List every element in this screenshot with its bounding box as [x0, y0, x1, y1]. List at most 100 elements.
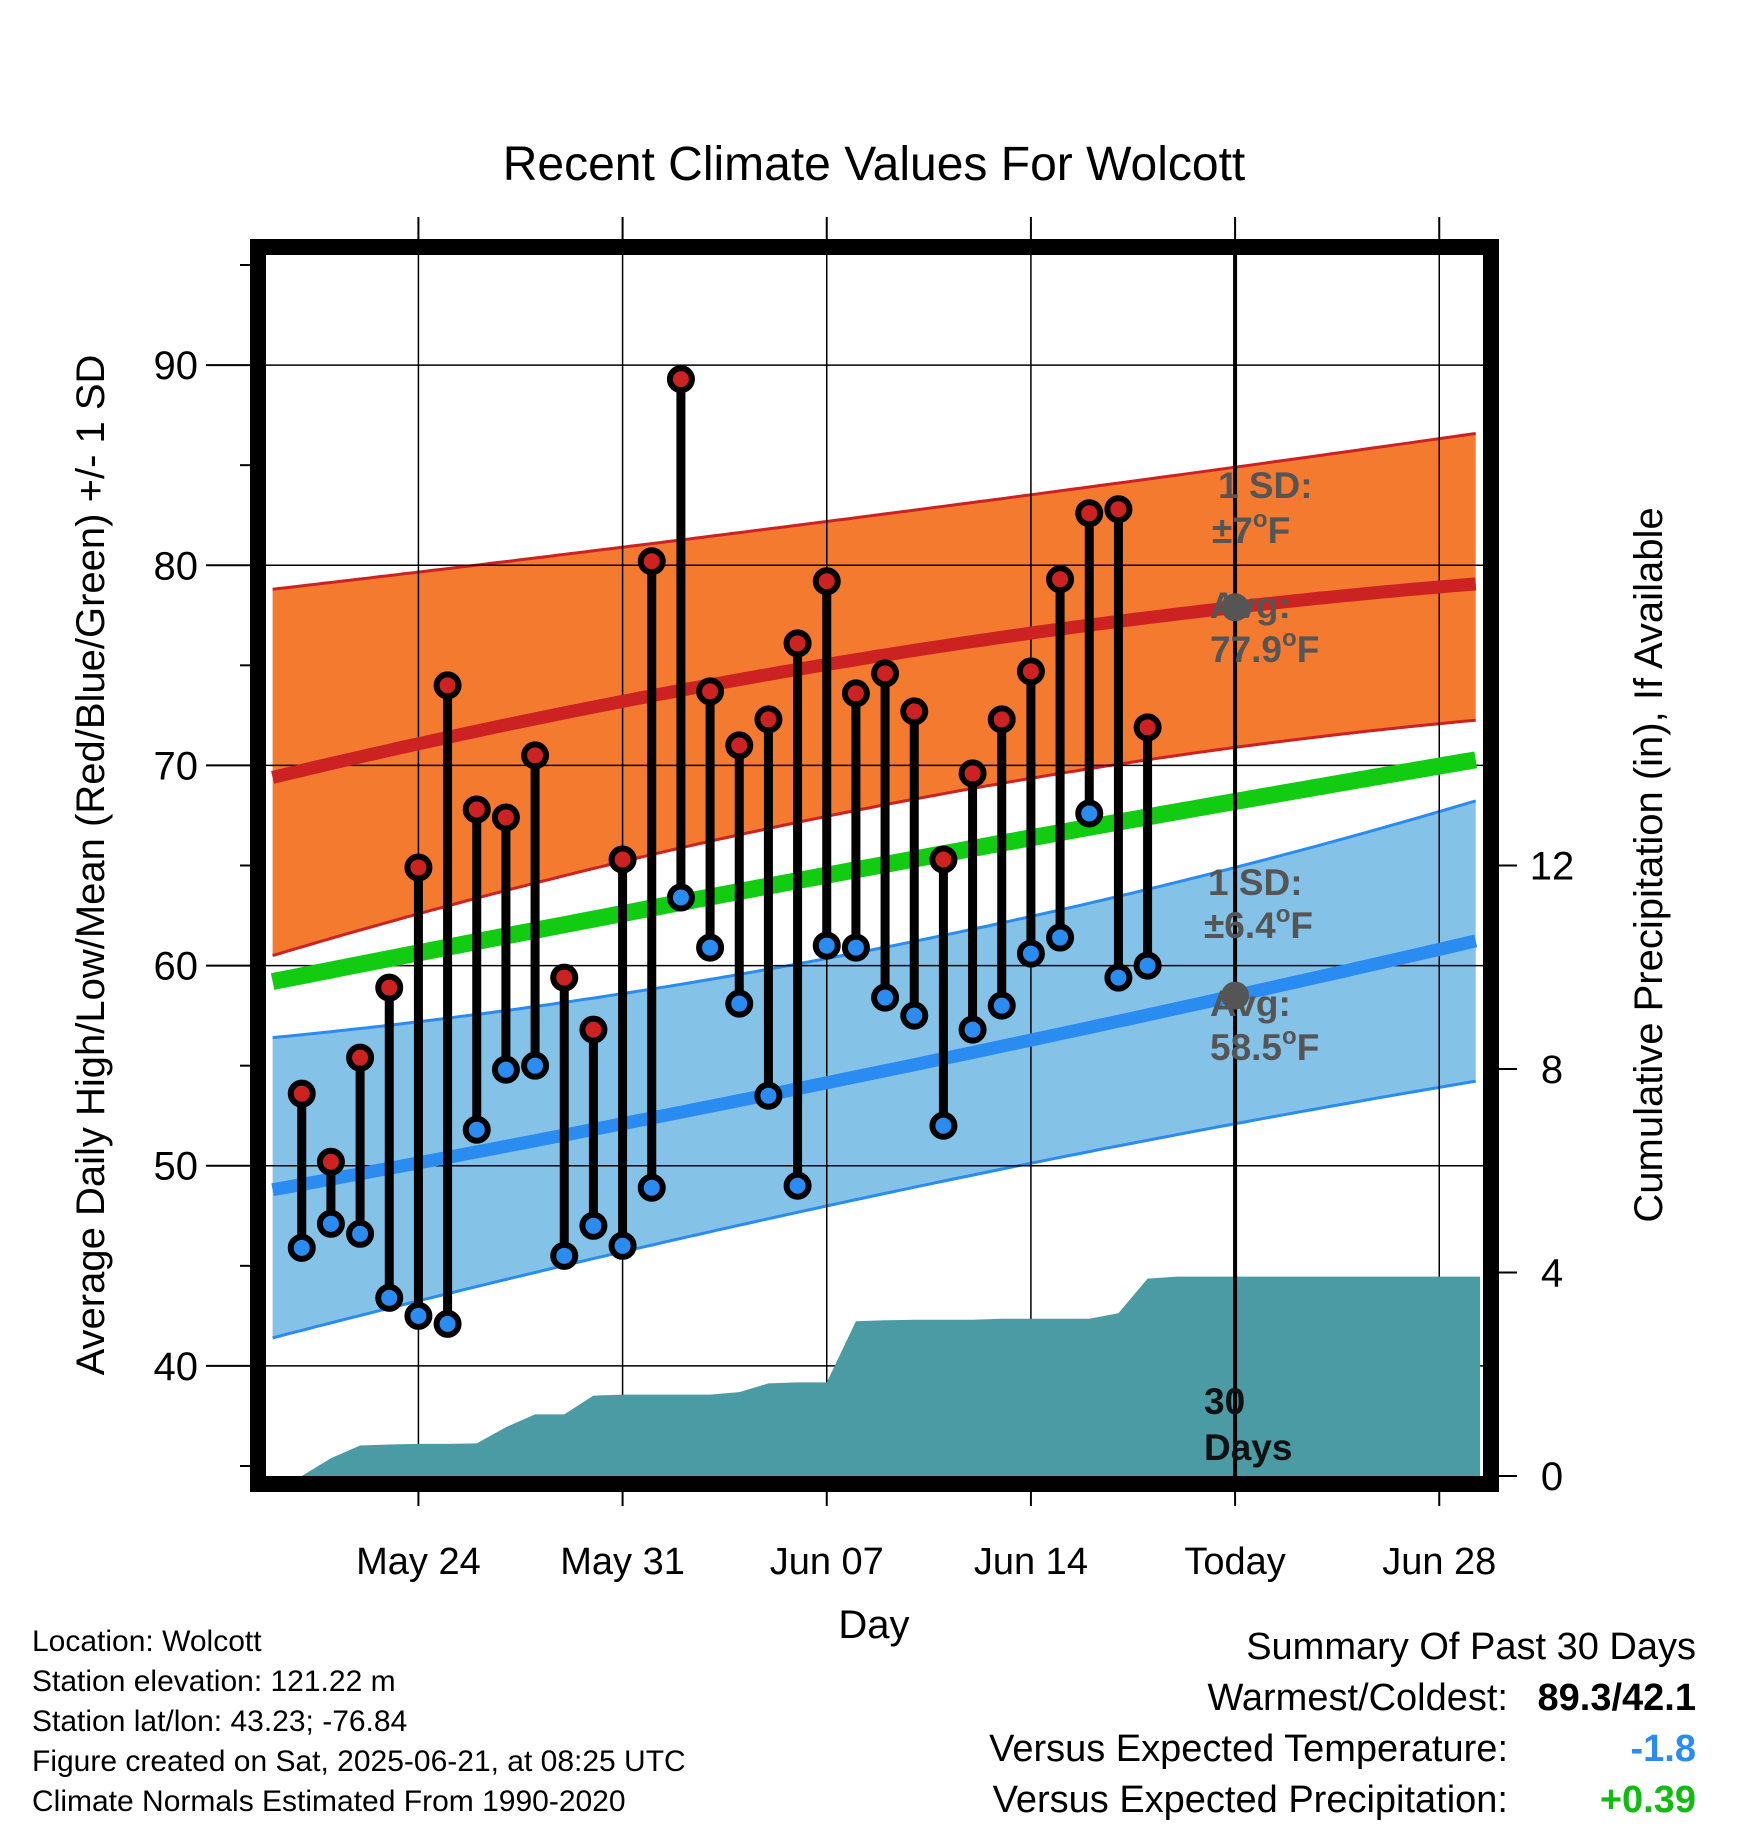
daily-low-point — [316, 1209, 345, 1238]
low-sd-value: ±6.4oF — [1204, 901, 1313, 946]
daily-high-point — [521, 741, 550, 770]
daily-low-point — [958, 1015, 987, 1044]
x-tick-label: May 31 — [560, 1541, 685, 1583]
daily-low-point — [550, 1241, 579, 1270]
daily-low-point — [579, 1211, 608, 1240]
low-sd-label: 1 SD: — [1208, 862, 1303, 903]
daily-low-point — [783, 1171, 812, 1200]
daily-high-point — [550, 963, 579, 992]
daily-high-point — [958, 759, 987, 788]
summary-precip: Versus Expected Precipitation: +0.39 — [989, 1775, 1696, 1826]
low-sd-number: ±6.4 — [1204, 905, 1276, 946]
daily-low-point — [754, 1081, 783, 1110]
daily-high-point — [900, 697, 929, 726]
latlon-text: Station lat/lon: 43.23; -76.84 — [32, 1705, 408, 1738]
daily-high-point — [783, 629, 812, 658]
daily-low-point — [987, 991, 1016, 1020]
created-text: Figure created on Sat, 2025-06-21, at 08… — [32, 1745, 686, 1778]
daily-low-point — [841, 933, 870, 962]
y-tick-label: 90 — [154, 344, 199, 388]
precip-area — [272, 1276, 1481, 1476]
daily-high-point — [871, 659, 900, 688]
precip-label: Versus Expected Precipitation: — [992, 1779, 1508, 1821]
daily-low-point — [725, 989, 754, 1018]
normals-text: Climate Normals Estimated From 1990-2020 — [32, 1785, 626, 1818]
normal-low-line — [271, 934, 1478, 1197]
daily-low-point — [608, 1231, 637, 1260]
high-avg-label: Avg: — [1210, 585, 1291, 626]
x-tick-label: Jun 28 — [1382, 1541, 1496, 1583]
daily-high-point — [666, 365, 695, 394]
precip-fill — [272, 1276, 1481, 1476]
daily-high-point — [929, 845, 958, 874]
summary-panel: Summary Of Past 30 Days Warmest/Coldest:… — [989, 1622, 1696, 1826]
daily-high-point — [841, 679, 870, 708]
daily-high-point — [1016, 657, 1045, 686]
y2-axis-label: Cumulative Precipitation (in), If Availa… — [1627, 507, 1671, 1222]
elevation-text: Station elevation: 121.22 m — [32, 1665, 396, 1698]
daily-low-point — [1016, 939, 1045, 968]
daily-low-point — [287, 1233, 316, 1262]
summary-warm-cold: Warmest/Coldest: 89.3/42.1 — [989, 1673, 1696, 1724]
daily-low-point — [812, 931, 841, 960]
daily-low-point — [521, 1051, 550, 1080]
normal-high-line — [271, 577, 1477, 784]
y2-tick-label: 0 — [1541, 1455, 1563, 1499]
high-sd-label: 1 SD: — [1218, 465, 1313, 506]
daily-low-point — [1133, 951, 1162, 980]
y-tick-label: 50 — [154, 1145, 199, 1189]
location-text: Location: Wolcott — [32, 1625, 262, 1658]
daily-markers — [287, 365, 1250, 1338]
low-avg-label: Avg: — [1210, 983, 1291, 1024]
high-avg-degree: o — [1282, 625, 1297, 652]
low-sd-unit: F — [1290, 905, 1313, 946]
daily-high-point — [812, 567, 841, 596]
y2-tick-label: 4 — [1541, 1252, 1563, 1296]
plot-area: 1 SD: ±7oF Avg: 77.9oF 1 SD: ±6.4oF Avg:… — [258, 255, 1483, 1476]
axes: May 24 May 31 Jun 07 Jun 14 Today Jun 2840506… — [154, 217, 1574, 1583]
days-word-label: Days — [1204, 1427, 1292, 1468]
daily-high-point — [637, 547, 666, 576]
high-sd-value: ±7oF — [1212, 506, 1290, 551]
y2-tick-label: 8 — [1541, 1048, 1563, 1092]
high-avg-value: 77.9oF — [1210, 625, 1319, 670]
daily-high-point — [404, 853, 433, 882]
low-avg-degree: o — [1282, 1023, 1297, 1050]
low-sd-degree: o — [1276, 901, 1291, 928]
y-tick-label: 40 — [154, 1345, 199, 1389]
days-number-label: 30 — [1204, 1381, 1245, 1422]
today-normal-low-marker — [1221, 981, 1250, 1010]
y-tick-label: 60 — [154, 945, 199, 989]
y-tick-label: 80 — [154, 544, 199, 588]
normal-low-band-lower-edge — [272, 1079, 1476, 1340]
daily-low-point — [462, 1115, 491, 1144]
y-axis-label: Average Daily High/Low/Mean (Red/Blue/Gr… — [69, 355, 113, 1376]
daily-high-point — [1133, 713, 1162, 742]
warm-cold-label: Warmest/Coldest: — [1207, 1677, 1508, 1719]
high-avg-number: 77.9 — [1210, 629, 1282, 670]
x-tick-label: Jun 14 — [974, 1541, 1088, 1583]
daily-high-point — [696, 677, 725, 706]
high-avg-unit: F — [1297, 629, 1320, 670]
daily-high-point — [1046, 565, 1075, 594]
daily-low-point — [1104, 963, 1133, 992]
daily-low-point — [433, 1309, 462, 1338]
daily-low-point — [871, 983, 900, 1012]
daily-high-point — [1104, 495, 1133, 524]
daily-high-point — [579, 1015, 608, 1044]
daily-low-point — [1075, 799, 1104, 828]
daily-low-point — [696, 933, 725, 962]
low-avg-unit: F — [1297, 1027, 1320, 1068]
annotations: 1 SD: ±7oF Avg: 77.9oF 1 SD: ±6.4oF Avg:… — [1204, 465, 1319, 1468]
daily-high-point — [987, 705, 1016, 734]
daily-low-point — [637, 1173, 666, 1202]
daily-low-point — [1046, 923, 1075, 952]
daily-high-point — [375, 973, 404, 1002]
high-sd-number: ±7 — [1212, 510, 1253, 551]
temp-value: -1.8 — [1630, 1728, 1696, 1770]
daily-high-point — [316, 1147, 345, 1176]
x-tick-label: Jun 07 — [770, 1541, 884, 1583]
daily-high-point — [1075, 499, 1104, 528]
daily-high-point — [346, 1043, 375, 1072]
